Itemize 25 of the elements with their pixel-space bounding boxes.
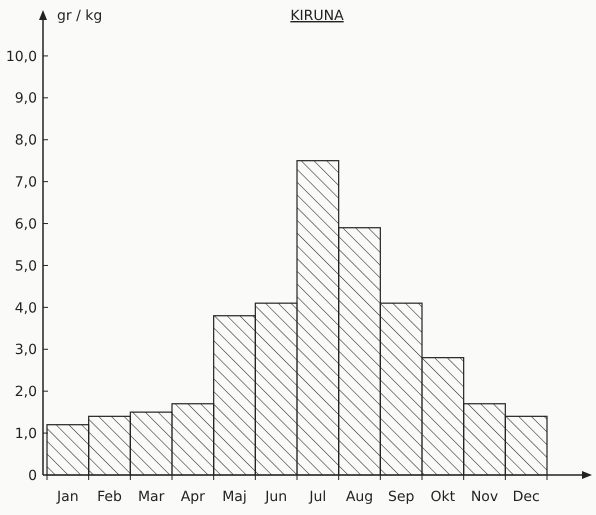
x-tick-label: Jul bbox=[308, 489, 326, 505]
y-tick-label: 6,0 bbox=[14, 216, 37, 232]
y-tick-label: 0 bbox=[28, 468, 37, 484]
y-tick-label: 9,0 bbox=[14, 90, 37, 107]
y-axis-title: gr / kg bbox=[57, 8, 102, 24]
y-tick-label: 1,0 bbox=[14, 426, 37, 442]
x-tick-label: Mar bbox=[138, 489, 165, 505]
y-tick-label: 10,0 bbox=[6, 48, 37, 65]
x-tick-label: Apr bbox=[180, 489, 206, 505]
x-tick-label: Maj bbox=[222, 489, 247, 505]
x-tick-label: Dec bbox=[512, 489, 540, 505]
x-tick-label: Sep bbox=[388, 489, 414, 505]
chart-title: KIRUNA bbox=[290, 8, 344, 24]
x-tick-label: Nov bbox=[470, 489, 498, 505]
y-tick-label: 7,0 bbox=[14, 174, 37, 191]
x-tick-label: Okt bbox=[430, 489, 456, 505]
x-tick-label: Feb bbox=[97, 489, 122, 505]
y-tick-label: 2,0 bbox=[14, 384, 37, 400]
x-tick-label: Jan bbox=[56, 489, 79, 505]
y-tick-label: 3,0 bbox=[14, 342, 37, 358]
x-tick-label: Jun bbox=[264, 489, 288, 505]
x-tick-label: Aug bbox=[346, 489, 374, 505]
y-tick-label: 4,0 bbox=[14, 300, 37, 316]
y-tick-label: 8,0 bbox=[14, 132, 37, 149]
y-tick-label: 5,0 bbox=[14, 258, 37, 274]
